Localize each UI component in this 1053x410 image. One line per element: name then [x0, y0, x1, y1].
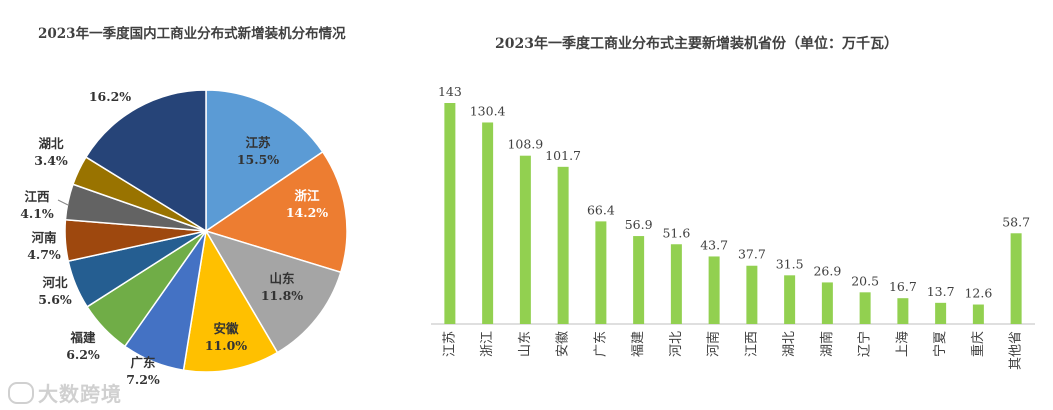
bar-湖北: [784, 275, 796, 324]
pie-value-label: 4.7%: [27, 247, 61, 262]
pie-value-label: 11.8%: [261, 288, 303, 303]
bar-value-label: 37.7: [738, 247, 766, 262]
pie-slice-安徽: [182, 228, 279, 373]
pie-label: 湖北: [38, 136, 64, 151]
bar-value-label: 101.7: [545, 148, 581, 163]
bar-福建: [633, 236, 645, 324]
bar-category-label: 重庆: [970, 331, 986, 357]
pie-label: 安徽: [213, 321, 239, 336]
pie-slice-浙江: [204, 150, 348, 274]
bar-value-label: 58.7: [1002, 214, 1030, 229]
bar-value-label: 26.9: [813, 263, 841, 278]
watermark: 大数跨境: [8, 378, 122, 407]
bar-category-label: 湖南: [819, 331, 835, 357]
bar-category-label: 湖北: [782, 331, 797, 357]
pie-slice-江西: [64, 183, 207, 232]
pie-label: 江西: [24, 189, 49, 204]
bar-category-label: 江苏: [441, 331, 457, 357]
bar-重庆: [972, 304, 984, 324]
bar-category-label: 上海: [895, 331, 910, 357]
pie-slice-江苏: [205, 89, 324, 233]
bar-value-label: 66.4: [587, 202, 615, 217]
bar-湖南: [821, 282, 833, 324]
pie-label: 河南: [31, 230, 57, 245]
pie-value-label: 3.4%: [34, 153, 68, 168]
pie-label: 福建: [69, 330, 96, 345]
bar-category-label: 河北: [669, 331, 684, 357]
pie-slice-福建: [86, 230, 207, 348]
pie-value-label: 16.2%: [89, 89, 131, 104]
bar-value-label: 56.9: [625, 217, 653, 232]
bar-安徽: [557, 166, 569, 324]
bar-value-label: 43.7: [700, 237, 728, 252]
pie-value-label: 4.1%: [20, 206, 54, 221]
watermark-logo-icon: [8, 382, 34, 404]
bar-value-label: 12.6: [964, 286, 992, 301]
bar-江苏: [444, 103, 456, 324]
pie-label: 河北: [42, 275, 68, 290]
bar-辽宁: [859, 292, 871, 324]
bar-category-label: 安徽: [556, 331, 571, 357]
bar-category-label: 辽宁: [857, 331, 873, 357]
pie-slice-河南: [64, 218, 207, 263]
bar-chart-panel: 2023年一季度工商业分布式主要新增装机省份（单位：万千瓦） 143 江苏 130.…: [425, 0, 1053, 410]
bar-category-label: 江西: [744, 331, 759, 357]
bar-广东: [595, 221, 607, 324]
pie-label: 山东: [269, 271, 295, 286]
pie-slice-山东: [204, 229, 342, 354]
bar-category-label: 山东: [518, 331, 533, 357]
pie-chart-title: 2023年一季度国内工商业分布式新增装机分布情况: [38, 26, 346, 42]
bar-category-label: 宁夏: [932, 331, 948, 357]
pie-slice-河北: [67, 230, 207, 308]
pie-value-label: 11.0%: [205, 338, 247, 353]
pie-chart-panel: 2023年一季度国内工商业分布式新增装机分布情况 江苏 15.5% 浙江 14.2% 山…: [0, 0, 420, 410]
bar-category-label: 广东: [593, 331, 608, 357]
bar-category-label: 浙江: [480, 331, 495, 357]
bar-山东: [519, 155, 531, 324]
bar-value-label: 108.9: [507, 137, 543, 152]
bar-value-label: 31.5: [776, 256, 804, 271]
bar-value-label: 143: [438, 84, 462, 99]
bar-value-label: 130.4: [470, 103, 506, 118]
pie-label: 广东: [130, 355, 156, 370]
pie-leader-line: [57, 199, 69, 206]
pie-slice-广东: [123, 230, 207, 372]
bar-value-label: 13.7: [927, 284, 955, 299]
pie-value-label: 15.5%: [237, 152, 279, 167]
pie-value-label: 6.2%: [66, 347, 100, 362]
pie-chart: 江苏 15.5% 浙江 14.2% 山东 11.8% 安徽 11.0% 广东 7.2% 福建 6.2%…: [20, 89, 348, 387]
bar-浙江: [482, 122, 494, 325]
bar-河北: [670, 244, 682, 324]
bar-其他省: [1010, 233, 1022, 324]
pie-slice-湖北: [72, 156, 207, 232]
bar-category-label: 河南: [706, 331, 722, 357]
bar-value-label: 51.6: [662, 225, 690, 240]
pie-label: 浙江: [294, 188, 320, 203]
bar-category-label: 福建: [631, 331, 646, 357]
bar-chart: 143 江苏 130.4 浙江 108.9 山东 101.7 安徽 66.4 广东 56.9 福建 51…: [431, 84, 1035, 370]
pie-value-label: 7.2%: [126, 372, 160, 387]
bar-河南: [708, 256, 720, 324]
pie-slice-other: [84, 89, 207, 233]
bar-宁夏: [935, 302, 947, 324]
bar-value-label: 16.7: [889, 279, 917, 294]
bar-上海: [897, 298, 909, 324]
bar-江西: [746, 265, 758, 324]
bar-value-label: 20.5: [851, 273, 879, 288]
bar-chart-title: 2023年一季度工商业分布式主要新增装机省份（单位：万千瓦）: [495, 36, 898, 52]
bar-category-label: 其他省: [1009, 331, 1024, 370]
pie-label: 江苏: [245, 135, 271, 150]
pie-value-label: 5.6%: [38, 292, 72, 307]
watermark-text: 大数跨境: [38, 382, 122, 406]
pie-value-label: 14.2%: [286, 205, 328, 220]
